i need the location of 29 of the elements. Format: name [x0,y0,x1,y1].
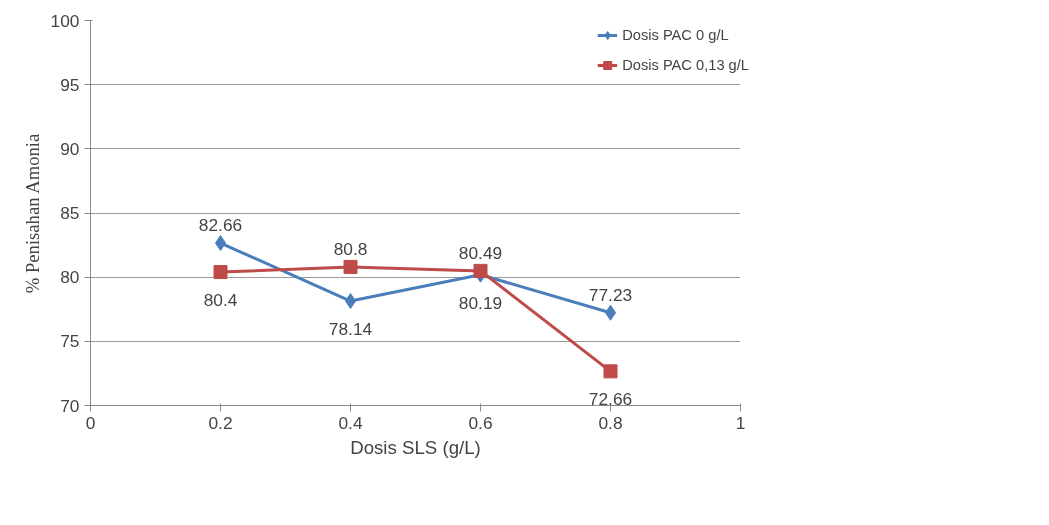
y-tick-label: 95 [60,74,80,95]
x-tick-label: 0.4 [338,412,363,433]
x-tick-label: 0.6 [468,412,493,433]
x-axis-title: Dosis SLS (g/L) [350,436,481,458]
point [473,263,488,278]
data-label: 82.66 [198,215,243,236]
data-label: 78.14 [328,319,373,340]
point [213,265,228,280]
y-tick-label: 85 [60,203,80,223]
y-tick-label: 80 [60,267,80,288]
y-tick-label: 75 [60,331,80,352]
data-label: 80.8 [333,238,368,259]
x-tick-label: 0.2 [208,412,233,433]
data-label: 80.49 [458,242,503,263]
x-tick-label: 0.8 [598,412,623,433]
y-tick-label: 100 [50,10,80,31]
x-tick-label: 1 [735,412,746,433]
point [603,364,618,379]
y-axis-title: % Penisahan Amonia [21,133,43,294]
legend-label: Dosis PAC 0,13 g/L [622,57,749,73]
data-label: 77.23 [588,284,633,305]
y-tick-label: 90 [60,138,80,159]
x-tick-label: 0 [85,412,96,433]
y-tick-label: 70 [60,395,80,416]
legend-label: Dosis PAC 0 g/L [622,27,729,43]
data-label: 80.19 [458,292,503,313]
data-label: 72.66 [588,389,633,410]
point [343,259,358,274]
data-label: 80.4 [203,290,238,311]
